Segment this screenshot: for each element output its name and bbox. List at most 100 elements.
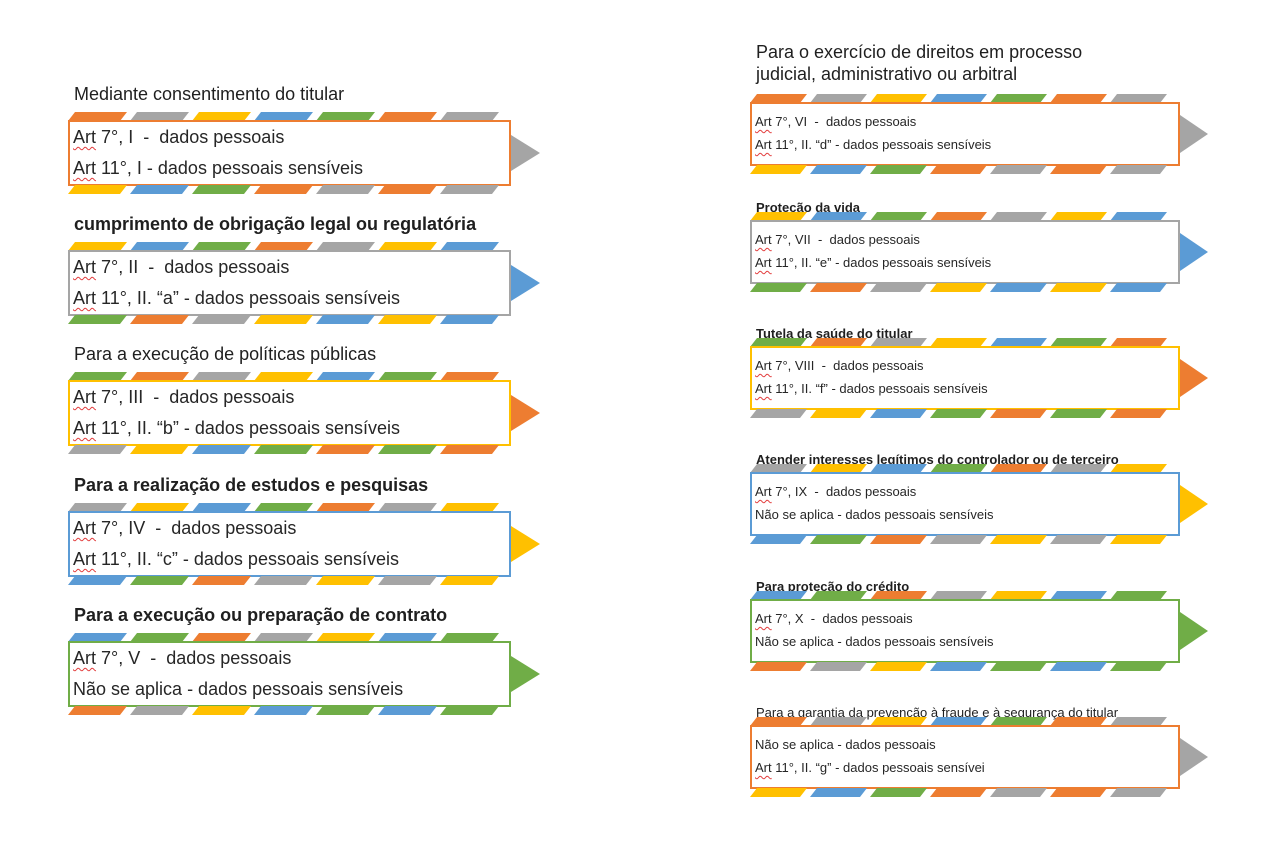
left-stripes-bottom [68, 315, 499, 324]
right-card-title: Para a garantia da prevenção à fraude e … [756, 705, 1119, 720]
stripe-segment [1050, 788, 1107, 797]
left-card-line-2: Art 11°, II. “c” - dados pessoais sensív… [73, 549, 399, 570]
stripe-segment [990, 165, 1047, 174]
right-arrow-icon [1180, 233, 1208, 271]
line-text: 11°, I - dados pessoais sensíveis [96, 158, 364, 178]
stripe-segment [440, 372, 499, 381]
left-card-line-2: Art 11°, II. “a” - dados pessoais sensív… [73, 288, 400, 309]
right-card-6: Para a garantia da prevenção à fraude e … [750, 705, 1212, 845]
stripe-segment [378, 503, 437, 512]
article-abbrev: Art [755, 381, 772, 396]
stripe-segment [750, 464, 807, 473]
right-stripes-top [750, 591, 1167, 600]
stripe-segment [378, 185, 437, 194]
stripe-segment [870, 662, 927, 671]
right-arrow-icon [1180, 738, 1208, 776]
stripe-segment [316, 706, 375, 715]
right-card-box: Art 7°, IX - dados pessoais Não se aplica… [750, 472, 1180, 536]
stripe-segment [1050, 535, 1107, 544]
stripe-segment [990, 535, 1047, 544]
left-card-box: Art 7°, V - dados pessoais Não se aplica … [68, 641, 511, 707]
stripe-segment [1110, 788, 1167, 797]
article-abbrev: Art [73, 549, 97, 569]
stripe-segment [1110, 717, 1167, 726]
stripe-segment [930, 338, 987, 347]
right-card-title-line2: judicial, administrativo ou arbitral [756, 64, 1018, 84]
stripe-segment [316, 185, 375, 194]
stripe-segment [930, 212, 987, 221]
left-card-line-1: Art 7°, II - dados pessoais [73, 257, 289, 278]
line-text: 7°, VIII - dados pessoais [771, 358, 924, 373]
left-card-box: Art 7°, III - dados pessoais Art 11°, II.… [68, 380, 511, 446]
right-stripes-top [750, 94, 1167, 103]
left-card-title: Para a execução ou preparação de contrat… [74, 605, 448, 625]
right-card-3: Tutela da saúde do titular Art 7°, VIII -… [750, 326, 1212, 466]
stripe-segment [810, 788, 867, 797]
right-card-line-2: Não se aplica - dados pessoais sensíveis [755, 507, 993, 522]
line-text: 11°, II. “d” - dados pessoais sensíveis [771, 137, 992, 152]
stripe-segment [316, 315, 375, 324]
left-arrow-icon [511, 395, 540, 431]
right-card-line-1: Art 7°, IX - dados pessoais [755, 484, 916, 499]
left-card-line-2: Não se aplica - dados pessoais sensíveis [73, 679, 403, 700]
right-card-title: Para proteção do crédito [756, 579, 910, 594]
right-card-line-2: Art 11°, II. “e” - dados pessoais sensív… [755, 255, 991, 270]
stripe-segment [1050, 283, 1107, 292]
stripe-segment [254, 372, 313, 381]
stripe-segment [254, 315, 313, 324]
line-text: Não se aplica - dados pessoais sensíveis [755, 634, 994, 649]
stripe-segment [378, 576, 437, 585]
stripe-segment [316, 576, 375, 585]
line-text: 11°, II. “c” - dados pessoais sensíveis [96, 549, 400, 569]
left-card-title: Para a realização de estudos e pesquisas [74, 475, 429, 495]
right-card-box: Art 7°, X - dados pessoais Não se aplica … [750, 599, 1180, 663]
stripe-segment [810, 409, 867, 418]
stripe-segment [750, 591, 807, 600]
left-card-title: Para a execução de políticas públicas [74, 344, 377, 364]
right-card-5: Para proteção do crédito Art 7°, X - dado… [750, 579, 1212, 719]
stripe-segment [810, 591, 867, 600]
stripe-segment [68, 576, 127, 585]
right-stripes-bottom [750, 165, 1167, 174]
stripe-segment [1110, 591, 1167, 600]
stripe-segment [68, 112, 127, 121]
right-stripes-top [750, 338, 1167, 347]
stripe-segment [254, 633, 313, 642]
stripe-segment [930, 788, 987, 797]
left-stripes-bottom [68, 576, 499, 585]
stripe-segment [750, 535, 807, 544]
stripe-segment [750, 788, 807, 797]
stripe-segment [1050, 212, 1107, 221]
left-stripes-top [68, 112, 499, 121]
left-stripes-bottom [68, 445, 499, 454]
line-text: 7°, II - dados pessoais [96, 257, 290, 277]
right-card-box: Não se aplica - dados pessoais Art 11°, I… [750, 725, 1180, 789]
stripe-segment [440, 633, 499, 642]
stripe-segment [990, 94, 1047, 103]
stripe-segment [930, 283, 987, 292]
line-text: 7°, V - dados pessoais [96, 648, 292, 668]
stripe-segment [810, 94, 867, 103]
article-abbrev: Art [73, 387, 97, 407]
right-arrow-icon [1180, 359, 1208, 397]
stripe-segment [68, 242, 127, 251]
stripe-segment [1050, 94, 1107, 103]
stripe-segment [990, 338, 1047, 347]
stripe-segment [870, 464, 927, 473]
article-abbrev: Art [73, 518, 97, 538]
stripe-segment [192, 633, 251, 642]
right-stripes-bottom [750, 788, 1167, 797]
line-text: 11°, II. “e” - dados pessoais sensíveis [771, 255, 992, 270]
stripe-segment [192, 503, 251, 512]
left-stripes-top [68, 633, 499, 642]
stripe-segment [130, 372, 189, 381]
stripe-segment [192, 372, 251, 381]
right-card-line-1: Art 7°, VIII - dados pessoais [755, 358, 924, 373]
stripe-segment [440, 445, 499, 454]
stripe-segment [1110, 535, 1167, 544]
stripe-segment [254, 576, 313, 585]
right-arrow-icon [1180, 485, 1208, 523]
left-stripes-top [68, 242, 499, 251]
right-card-line-2: Art 11°, II. “g” - dados pessoais sensív… [755, 760, 985, 775]
stripe-segment [68, 315, 127, 324]
